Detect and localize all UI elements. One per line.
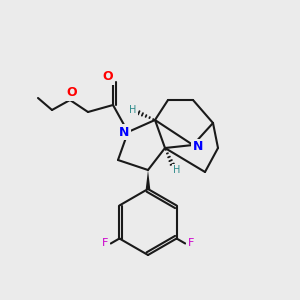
Text: O: O xyxy=(103,70,113,83)
Text: N: N xyxy=(119,125,129,139)
Text: N: N xyxy=(193,140,203,154)
Text: H: H xyxy=(173,165,181,175)
Polygon shape xyxy=(146,170,150,189)
Text: F: F xyxy=(188,238,194,248)
Text: H: H xyxy=(129,105,137,115)
Text: O: O xyxy=(67,86,77,100)
Text: F: F xyxy=(102,238,108,248)
